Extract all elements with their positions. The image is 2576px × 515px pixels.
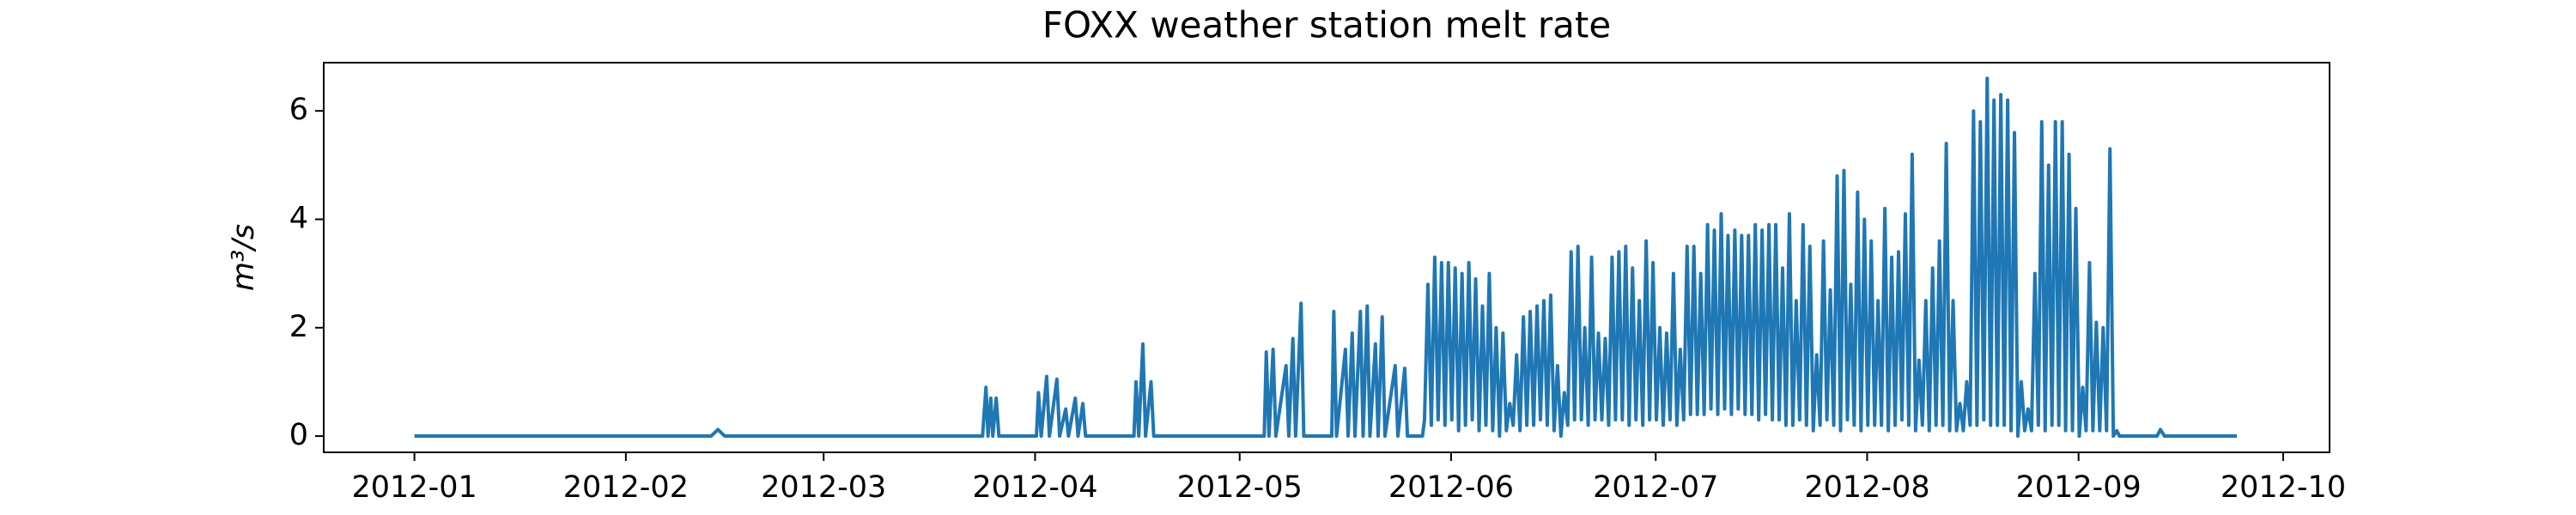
x-tick-label: 2012-01: [352, 470, 477, 505]
y-tick-label: 0: [289, 418, 308, 452]
y-tick-label: 4: [289, 201, 308, 235]
axes-frame: [323, 62, 2330, 453]
x-tick-label: 2012-07: [1593, 470, 1718, 505]
x-tick-label: 2012-10: [2221, 470, 2346, 505]
x-tick-label: 2012-06: [1388, 470, 1514, 505]
x-tick-label: 2012-04: [972, 470, 1097, 505]
melt-rate-line: [414, 76, 2237, 439]
x-tick-label: 2012-02: [563, 470, 689, 505]
x-tick-label: 2012-03: [761, 470, 886, 505]
x-tick-label: 2012-09: [2016, 470, 2142, 505]
y-tick-label: 2: [289, 310, 308, 344]
y-axis-label: m³/s: [227, 224, 261, 291]
x-tick-label: 2012-08: [1804, 470, 1929, 505]
chart-title: FOXX weather station melt rate: [1042, 4, 1611, 46]
x-tick-label: 2012-05: [1177, 470, 1303, 505]
y-tick-label: 6: [289, 93, 308, 127]
